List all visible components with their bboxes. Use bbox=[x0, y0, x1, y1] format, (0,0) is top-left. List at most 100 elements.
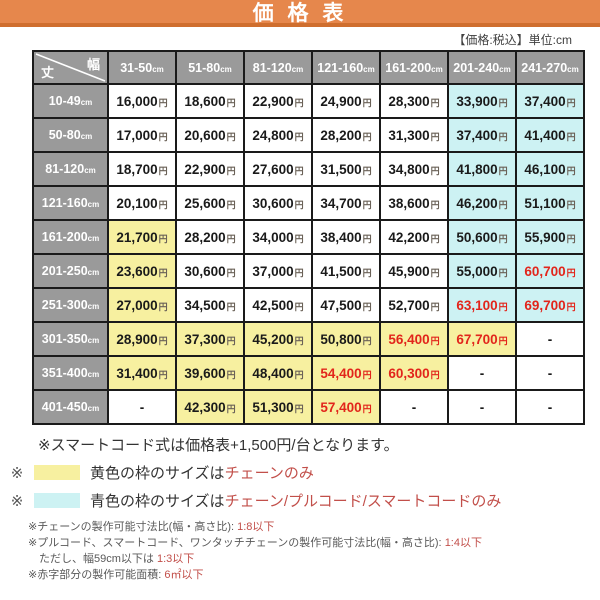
table-row: 401-450cm -42,300円 51,300円 57,400円 - - - bbox=[32, 389, 585, 425]
price-cell: 31,400円 bbox=[107, 355, 177, 391]
corner-width-label: 幅 bbox=[86, 57, 100, 72]
price-cell: - bbox=[515, 321, 585, 357]
price-cell: 50,600円 bbox=[447, 219, 517, 255]
price-cell: 47,500円 bbox=[311, 287, 381, 323]
price-cell: 27,000円 bbox=[107, 287, 177, 323]
row-header-10-49: 10-49cm bbox=[32, 83, 109, 119]
price-cell: 42,300円 bbox=[175, 389, 245, 425]
cyan-swatch bbox=[34, 493, 80, 508]
price-cell: 23,600円 bbox=[107, 253, 177, 289]
col-header-81-120: 81-120cm bbox=[243, 50, 313, 85]
price-cell: 60,700円 bbox=[515, 253, 585, 289]
corner-cell: 幅 丈 bbox=[32, 50, 109, 85]
legend-yellow-text: 黄色の枠のサイズは bbox=[90, 465, 225, 482]
fine-note: ※チェーンの製作可能寸法比(幅・高さ比): 1:8以下 bbox=[28, 521, 275, 533]
table-row: 121-160cm 20,100円 25,600円 30,600円 34,700円 38,… bbox=[32, 185, 585, 221]
row-header-401-450: 401-450cm bbox=[32, 389, 109, 425]
price-cell: 37,400円 bbox=[515, 83, 585, 119]
price-cell: 41,400円 bbox=[515, 117, 585, 153]
price-cell: 20,100円 bbox=[107, 185, 177, 221]
price-table: 幅 丈 31-50cm 51-80cm 81-120cm 121-160cm 161-2… bbox=[32, 50, 585, 425]
row-header-201-250: 201-250cm bbox=[32, 253, 109, 289]
row-header-301-350: 301-350cm bbox=[32, 321, 109, 357]
table-row: 81-120cm 18,700円 22,900円 27,600円 31,500円 34,8… bbox=[32, 151, 585, 187]
banner: 価 格 表 bbox=[0, 0, 600, 27]
price-cell: 55,900円 bbox=[515, 219, 585, 255]
price-cell: 42,500円 bbox=[243, 287, 313, 323]
legend-yellow: ※ 黄色の枠のサイズは チェーンのみ bbox=[8, 462, 600, 483]
table-row: 301-350cm 28,900円 37,300円 45,200円 50,800円 56,… bbox=[32, 321, 585, 357]
price-cell: 50,800円 bbox=[311, 321, 381, 357]
price-cell: 38,600円 bbox=[379, 185, 449, 221]
price-cell: 31,300円 bbox=[379, 117, 449, 153]
row-header-161-200: 161-200cm bbox=[32, 219, 109, 255]
price-cell: 55,000円 bbox=[447, 253, 517, 289]
price-cell: 18,700円 bbox=[107, 151, 177, 187]
header-row: 幅 丈 31-50cm 51-80cm 81-120cm 121-160cm 161-2… bbox=[32, 50, 585, 85]
price-cell: 37,400円 bbox=[447, 117, 517, 153]
price-cell: 69,700円 bbox=[515, 287, 585, 323]
price-cell: 38,400円 bbox=[311, 219, 381, 255]
row-header-81-120: 81-120cm bbox=[32, 151, 109, 187]
legend-cyan-mark: ※ bbox=[10, 492, 24, 510]
price-cell: 34,800円 bbox=[379, 151, 449, 187]
price-cell: 24,800円 bbox=[243, 117, 313, 153]
price-cell: 41,500円 bbox=[311, 253, 381, 289]
price-cell: 18,600円 bbox=[175, 83, 245, 119]
price-sheet: 価 格 表 【価格:税込】単位:cm 幅 丈 31-50cm 51-80cm 81-… bbox=[0, 0, 600, 583]
price-cell: 30,600円 bbox=[175, 253, 245, 289]
price-cell: 22,900円 bbox=[243, 83, 313, 119]
price-cell: 33,900円 bbox=[447, 83, 517, 119]
price-cell: 52,700円 bbox=[379, 287, 449, 323]
price-cell: 34,000円 bbox=[243, 219, 313, 255]
price-cell: - bbox=[447, 389, 517, 425]
price-cell: 28,900円 bbox=[107, 321, 177, 357]
table-row: 10-49cm 16,000円 18,600円 22,900円 24,900円 28,30… bbox=[32, 83, 585, 119]
price-cell: 45,900円 bbox=[379, 253, 449, 289]
price-cell: 20,600円 bbox=[175, 117, 245, 153]
col-header-161-200: 161-200cm bbox=[379, 50, 449, 85]
price-cell: 28,200円 bbox=[175, 219, 245, 255]
price-cell: 39,600円 bbox=[175, 355, 245, 391]
fine-note: ※赤字部分の製作可能面積: 6㎡以下 bbox=[28, 569, 204, 581]
fine-note: ただし、幅59cm以下は 1:3以下 bbox=[39, 553, 195, 565]
col-header-201-240: 201-240cm bbox=[447, 50, 517, 85]
col-header-31-50: 31-50cm bbox=[107, 50, 177, 85]
diagonal-divider-icon bbox=[35, 53, 106, 82]
price-cell: 22,900円 bbox=[175, 151, 245, 187]
fine-notes: ※チェーンの製作可能寸法比(幅・高さ比): 1:8以下 ※プルコード、スマートコー… bbox=[28, 519, 600, 583]
col-header-241-270: 241-270cm bbox=[515, 50, 585, 85]
price-cell: 48,400円 bbox=[243, 355, 313, 391]
note-smartcord: ※スマートコード式は価格表+1,500円/台となります。 bbox=[38, 437, 399, 454]
price-cell: 16,000円 bbox=[107, 83, 177, 119]
price-cell: - bbox=[447, 355, 517, 391]
price-cell: 56,400円 bbox=[379, 321, 449, 357]
price-cell: 25,600円 bbox=[175, 185, 245, 221]
row-header-251-300: 251-300cm bbox=[32, 287, 109, 323]
table-row: 161-200cm 21,700円 28,200円 34,000円 38,400円 42,… bbox=[32, 219, 585, 255]
price-cell: 51,100円 bbox=[515, 185, 585, 221]
price-cell: 27,600円 bbox=[243, 151, 313, 187]
col-header-51-80: 51-80cm bbox=[175, 50, 245, 85]
price-cell: 46,100円 bbox=[515, 151, 585, 187]
price-cell: 51,300円 bbox=[243, 389, 313, 425]
price-cell: 34,500円 bbox=[175, 287, 245, 323]
col-header-121-160: 121-160cm bbox=[311, 50, 381, 85]
table-row: 201-250cm 23,600円 30,600円 37,000円 41,500円 45,… bbox=[32, 253, 585, 289]
price-cell: 60,300円 bbox=[379, 355, 449, 391]
fine-note: ※プルコード、スマートコード、ワンタッチチェーンの製作可能寸法比(幅・高さ比):… bbox=[28, 537, 482, 549]
legend-yellow-mark: ※ bbox=[10, 464, 24, 482]
row-header-121-160: 121-160cm bbox=[32, 185, 109, 221]
table-row: 251-300cm 27,000円 34,500円 42,500円 47,500円 52,… bbox=[32, 287, 585, 323]
price-cell: 63,100円 bbox=[447, 287, 517, 323]
price-cell: - bbox=[515, 389, 585, 425]
price-cell: 42,200円 bbox=[379, 219, 449, 255]
price-cell: 28,200円 bbox=[311, 117, 381, 153]
price-cell: 37,300円 bbox=[175, 321, 245, 357]
page-title: 価 格 表 bbox=[252, 1, 348, 25]
price-cell: 31,500円 bbox=[311, 151, 381, 187]
price-meta-note: 【価格:税込】単位:cm bbox=[453, 33, 572, 47]
price-cell: 30,600円 bbox=[243, 185, 313, 221]
price-cell: 28,300円 bbox=[379, 83, 449, 119]
row-header-351-400: 351-400cm bbox=[32, 355, 109, 391]
